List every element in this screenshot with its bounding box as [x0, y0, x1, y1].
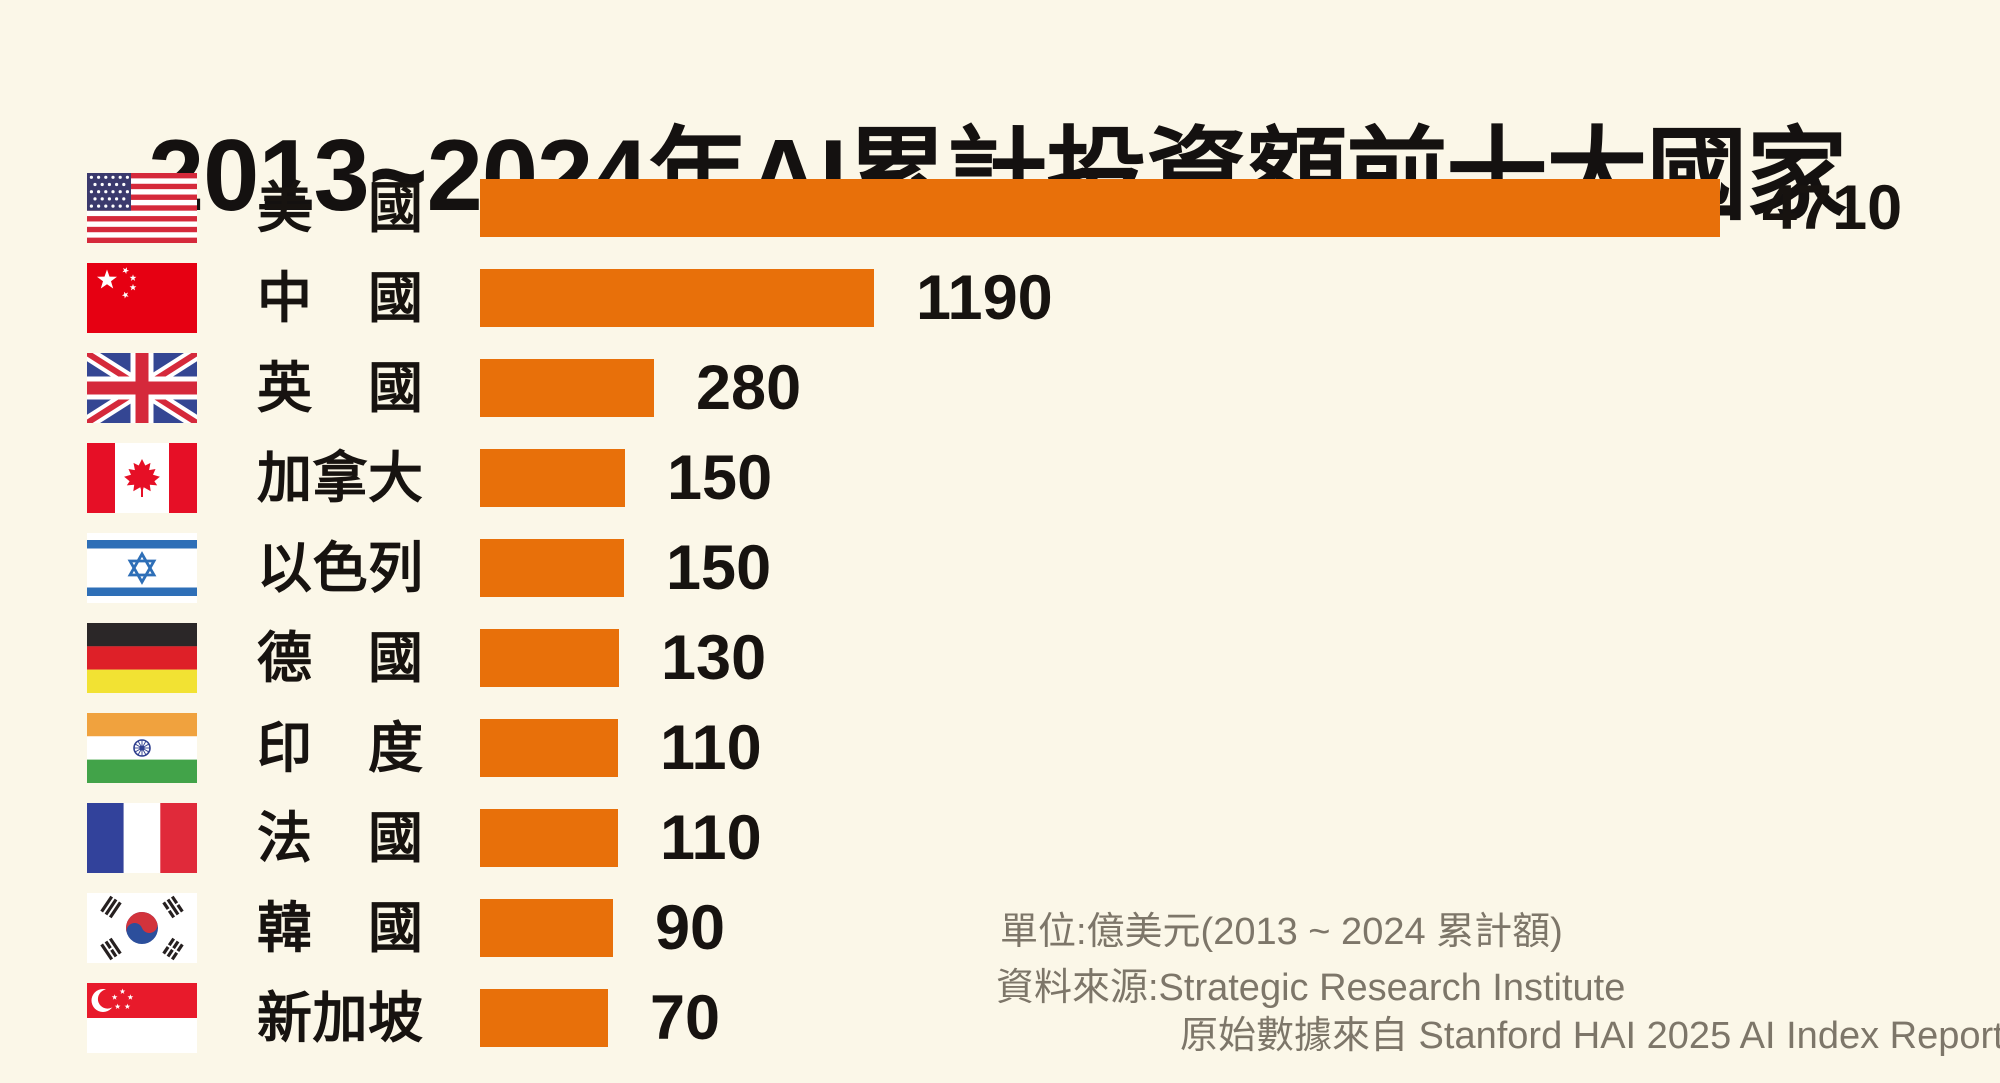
value-bar: [480, 989, 608, 1047]
country-label: 法國: [257, 807, 423, 869]
value-bar: [480, 449, 625, 507]
value-label: 110: [660, 803, 762, 873]
country-label: 新加坡: [257, 987, 423, 1049]
value-bar: [480, 629, 619, 687]
flag-uk-icon: [87, 353, 197, 423]
country-label: 美國: [257, 177, 423, 239]
unit-note: 單位:億美元(2013 ~ 2024 累計額): [1000, 911, 1563, 953]
value-bar: [480, 899, 613, 957]
value-label: 70: [650, 983, 721, 1053]
original-source-note: 原始數據來自 Stanford HAI 2025 AI Index Report: [1180, 1015, 2000, 1057]
value-label: 150: [666, 533, 772, 603]
chart-row: 以色列 150: [87, 533, 771, 603]
value-bar: [480, 359, 654, 417]
chart-row: 英國 280: [87, 353, 801, 423]
flag-china-icon: [87, 263, 197, 333]
flag-israel-icon: [87, 533, 197, 603]
value-label: 150: [667, 443, 773, 513]
flag-singapore-icon: [87, 983, 197, 1053]
value-label: 90: [655, 893, 726, 963]
chart-row: 加拿大 150: [87, 443, 772, 513]
chart-row: 德國 130: [87, 623, 766, 693]
value-label: 280: [696, 353, 802, 423]
data-source-note: 資料來源:Strategic Research Institute: [996, 967, 1626, 1009]
country-label: 以色列: [257, 537, 423, 599]
chart-row: 美國 4710: [87, 173, 1902, 243]
chart-row: 新加坡 70: [87, 983, 720, 1053]
country-label: 中國: [257, 267, 423, 329]
flag-canada-icon: [87, 443, 197, 513]
chart-row: 中國 1190: [87, 263, 1053, 333]
country-label: 韓國: [257, 897, 423, 959]
chart-row: 印度 110: [87, 713, 762, 783]
value-label: 130: [661, 623, 767, 693]
flag-germany-icon: [87, 623, 197, 693]
country-label: 印度: [257, 717, 423, 779]
chart-row: 韓國 90: [87, 893, 725, 963]
value-label: 110: [660, 713, 762, 783]
chart-row: 法國 110: [87, 803, 762, 873]
value-label: 1190: [916, 263, 1053, 333]
country-label: 加拿大: [257, 447, 423, 509]
flag-france-icon: [87, 803, 197, 873]
value-bar: [480, 539, 624, 597]
country-label: 德國: [257, 627, 423, 689]
value-bar: [480, 809, 618, 867]
flag-korea-icon: [87, 893, 197, 963]
flag-usa-icon: [87, 173, 197, 243]
value-bar: [480, 179, 1720, 237]
flag-india-icon: [87, 713, 197, 783]
value-bar: [480, 719, 618, 777]
value-label: 4710: [1762, 173, 1903, 243]
value-bar: [480, 269, 874, 327]
country-label: 英國: [257, 357, 423, 419]
